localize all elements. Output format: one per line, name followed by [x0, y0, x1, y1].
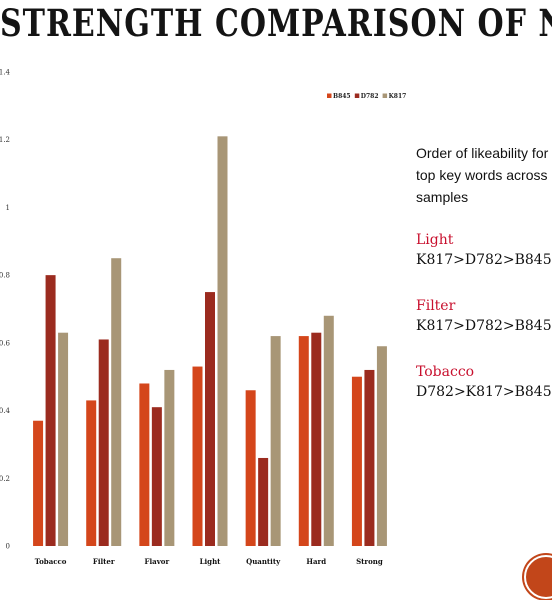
- x-category-label: Flavor: [145, 557, 170, 566]
- bar-b845-flavor: [139, 383, 150, 546]
- bar-k817-light: [217, 136, 228, 547]
- y-axis-tick-labels: 0 0.2 0.4 0.6 0.8 1 1.2 1.4: [0, 69, 11, 551]
- bar-b845-filter: [86, 400, 97, 546]
- bar-k817-tobacco: [58, 332, 69, 546]
- bar-d782-strong: [364, 369, 375, 546]
- bar-d782-hard: [311, 332, 322, 546]
- bar-b845-tobacco: [33, 420, 44, 546]
- bar-d782-filter: [98, 339, 109, 546]
- y-tick-label: 0.2: [0, 475, 10, 483]
- legend-swatch: [382, 93, 388, 98]
- y-tick-label: 0.8: [0, 272, 10, 280]
- bar-k817-hard: [323, 315, 334, 546]
- y-tick-label: 0.6: [0, 339, 11, 347]
- ranking-order: D782>K817>B845: [416, 384, 552, 400]
- ranking-order: K817>D782>B845: [416, 318, 552, 334]
- x-category-label: Hard: [306, 557, 326, 566]
- ranking-term: Filter: [416, 298, 456, 314]
- page-title: STRENGTH COMPARISON OF NEGATIVE SENTIMEN…: [0, 2, 552, 46]
- legend-label: B845: [333, 93, 351, 100]
- bar-d782-quantity: [258, 457, 269, 546]
- legend-swatch: [354, 93, 360, 98]
- y-tick-label: 0: [6, 543, 10, 551]
- legend-label: D782: [361, 93, 379, 100]
- bar-k817-filter: [111, 258, 122, 546]
- y-tick-label: 0.4: [0, 407, 11, 415]
- bar-b845-light: [192, 366, 203, 546]
- bar-b845-hard: [298, 336, 309, 546]
- ranking-term: Tobacco: [416, 364, 475, 380]
- ranking-filter: Filter K817>D782>B845: [416, 296, 552, 336]
- likeability-panel: Order of likeability for top key words a…: [416, 142, 552, 428]
- y-tick-label: 1.2: [0, 136, 10, 144]
- likeability-heading: Order of likeability for top key words a…: [416, 145, 549, 205]
- bar-k817-strong: [376, 346, 387, 546]
- x-category-label: Tobacco: [35, 557, 67, 566]
- bar-k817-quantity: [270, 336, 281, 546]
- bar-k817-flavor: [164, 369, 175, 546]
- bar-d782-tobacco: [45, 275, 56, 546]
- bar-b845-strong: [351, 376, 362, 546]
- ranking-tobacco: Tobacco D782>K817>B845: [416, 362, 552, 402]
- bar-d782-light: [205, 292, 215, 546]
- x-category-label: Filter: [93, 557, 115, 566]
- bar-b845-quantity: [245, 390, 256, 546]
- legend-label: K817: [389, 93, 407, 100]
- x-category-label: Light: [200, 557, 222, 566]
- x-category-label: Strong: [356, 557, 383, 566]
- ranking-order: K817>D782>B845: [416, 252, 552, 268]
- ranking-term: Light: [416, 232, 454, 248]
- x-axis-category-labels: Tobacco Filter Flavor Light Quantity Hard Stro…: [35, 557, 383, 566]
- bar-d782-flavor: [151, 407, 162, 546]
- legend-swatch: [327, 93, 332, 98]
- x-category-label: Quantity: [246, 557, 281, 566]
- legend: B845 D782 K817: [327, 93, 406, 100]
- bars: [33, 136, 387, 547]
- y-tick-label: 1.4: [0, 69, 11, 77]
- ranking-light: Light K817>D782>B845: [416, 230, 552, 270]
- y-tick-label: 1: [6, 204, 10, 212]
